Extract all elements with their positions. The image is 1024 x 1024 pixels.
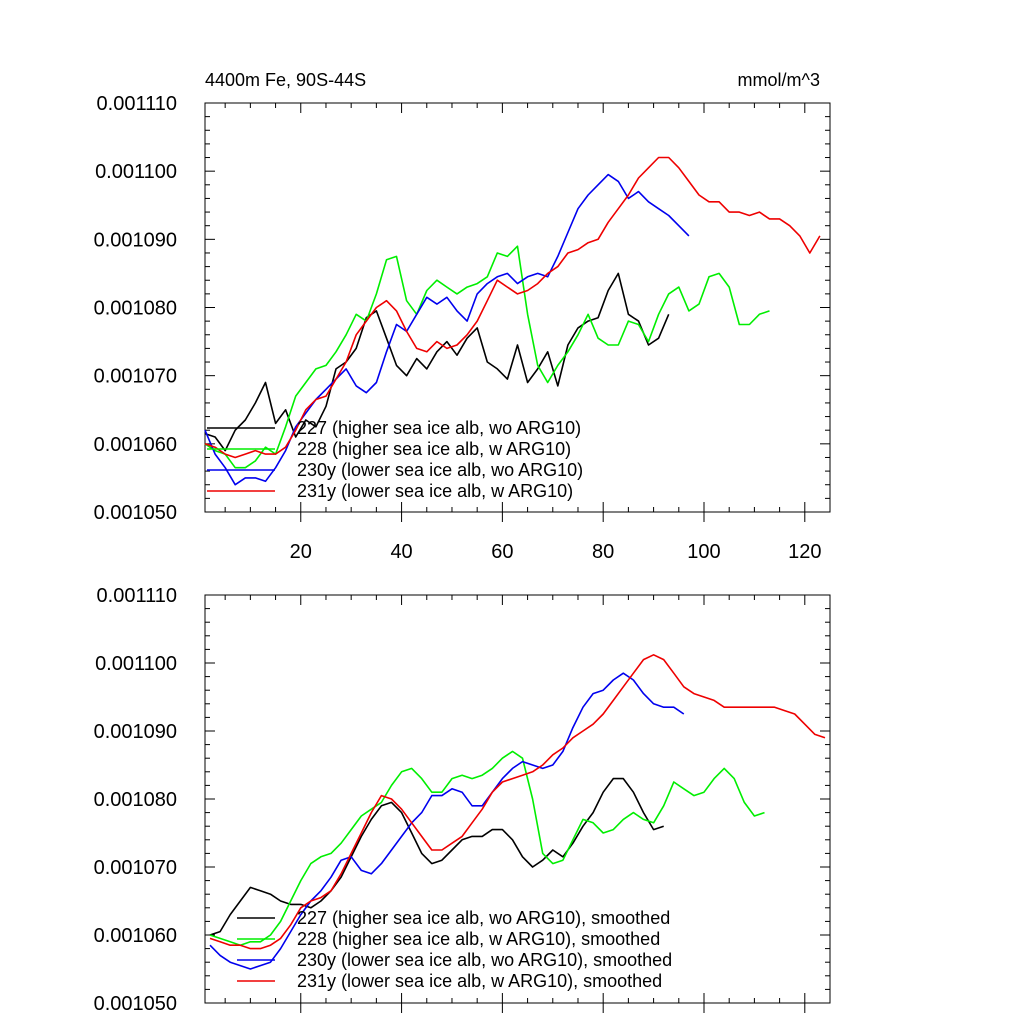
legend-label: 227 (higher sea ice alb, wo ARG10), smoo… <box>297 908 670 928</box>
series-line-2 <box>209 750 765 947</box>
series-line-4 <box>209 653 826 950</box>
series-line-3 <box>204 173 690 486</box>
legend-label: 230y (lower sea ice alb, wo ARG10), smoo… <box>297 950 672 970</box>
x-tick-label: 40 <box>390 541 412 563</box>
y-tick-label: 0.001100 <box>95 653 177 675</box>
x-tick-label: 60 <box>491 541 513 563</box>
y-tick-label: 0.001100 <box>95 161 177 183</box>
panel-units-label: mmol/m^3 <box>738 70 820 90</box>
legend-label: 231y (lower sea ice alb, w ARG10), smoot… <box>297 971 662 991</box>
legend-label: 227 (higher sea ice alb, wo ARG10) <box>297 418 581 438</box>
legend-label: 228 (higher sea ice alb, w ARG10), smoot… <box>297 929 660 949</box>
x-tick-label: 80 <box>592 541 614 563</box>
y-tick-label: 0.001050 <box>94 502 177 524</box>
panel-title-left: 4400m Fe, 90S-44S <box>205 70 366 90</box>
y-tick-label: 0.001080 <box>94 298 177 320</box>
y-tick-label: 0.001070 <box>94 857 177 879</box>
y-tick-label: 0.001060 <box>94 925 177 947</box>
y-tick-label: 0.001090 <box>94 229 177 251</box>
legend-label: 228 (higher sea ice alb, w ARG10) <box>297 439 571 459</box>
y-tick-label: 0.001060 <box>94 434 177 456</box>
series-line-4 <box>204 156 821 459</box>
y-tick-label: 0.001080 <box>94 789 177 811</box>
y-tick-label: 0.001110 <box>97 585 177 607</box>
series-line-1 <box>209 777 664 936</box>
x-tick-label: 20 <box>290 541 312 563</box>
series-line-3 <box>209 672 685 970</box>
x-tick-label: 100 <box>687 541 720 563</box>
chart-bottom: 0.001050 0.001060 0.001070 0.001080 0.001090… <box>94 585 831 1015</box>
x-tick-label: 120 <box>788 541 821 563</box>
y-tick-label: 0.001070 <box>94 366 177 388</box>
y-tick-label: 0.001110 <box>97 93 177 115</box>
y-tick-label: 0.001050 <box>94 993 177 1015</box>
legend-label: 230y (lower sea ice alb, wo ARG10) <box>297 460 583 480</box>
chart-top: 0.001050 0.001060 0.001070 0.001080 0.001090… <box>94 93 831 563</box>
series-line-1 <box>204 272 670 452</box>
series-line-2 <box>204 245 770 469</box>
y-tick-label: 0.001090 <box>94 721 177 743</box>
legend-label: 231y (lower sea ice alb, w ARG10) <box>297 481 573 501</box>
